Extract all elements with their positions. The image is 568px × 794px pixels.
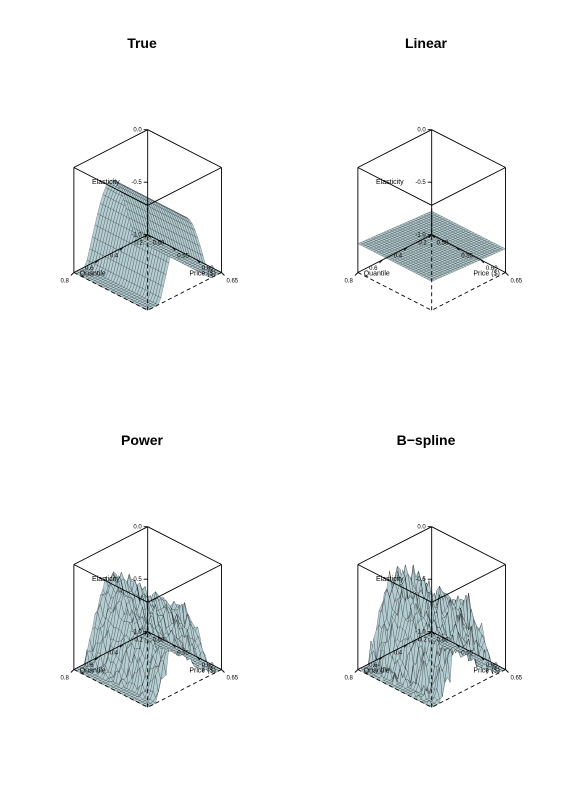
plot-power: 0.0-0.5-1.0Elasticity0.20.40.60.8Quantil… [0,487,284,747]
panel-power: Power 0.0-0.5-1.0Elasticity0.20.40.60.8Q… [0,397,284,794]
svg-text:0.0: 0.0 [417,525,426,531]
svg-text:Quantile: Quantile [80,271,106,278]
svg-text:0.2: 0.2 [418,638,427,644]
svg-text:0.65: 0.65 [510,676,522,682]
svg-text:Elasticity: Elasticity [92,179,120,186]
svg-text:0.65: 0.65 [226,676,238,682]
svg-text:Elasticity: Elasticity [376,179,404,186]
svg-text:0.8: 0.8 [61,279,70,285]
svg-text:0.0: 0.0 [417,128,426,134]
svg-text:-1.0: -1.0 [415,233,426,239]
panel-title: B−spline [284,432,568,448]
plot-bspline: 0.0-0.5-1.0Elasticity0.20.40.60.8Quantil… [284,487,568,747]
svg-text:Price ($): Price ($) [189,668,215,675]
svg-text:Quantile: Quantile [364,271,390,278]
panel-linear: Linear 0.0-0.5-1.0Elasticity0.20.40.60.8… [284,0,568,397]
svg-text:0.55: 0.55 [177,650,189,656]
svg-text:0.0: 0.0 [133,128,142,134]
svg-text:Elasticity: Elasticity [92,576,120,583]
panel-true: True 0.0-0.5-1.0Elasticity0.20.40.60.8Qu… [0,0,284,397]
svg-text:Quantile: Quantile [80,668,106,675]
svg-text:0.50: 0.50 [153,241,165,247]
svg-text:0.8: 0.8 [345,676,354,682]
svg-text:0.4: 0.4 [394,253,403,259]
svg-text:-1.0: -1.0 [131,630,142,636]
svg-text:Price ($): Price ($) [473,271,499,278]
svg-text:-0.5: -0.5 [131,180,142,186]
svg-text:0.65: 0.65 [510,279,522,285]
chart-grid: True 0.0-0.5-1.0Elasticity0.20.40.60.8Qu… [0,0,568,794]
svg-text:0.8: 0.8 [345,279,354,285]
svg-text:0.4: 0.4 [110,253,119,259]
svg-text:Quantile: Quantile [364,668,390,675]
svg-text:Elasticity: Elasticity [376,576,404,583]
svg-text:0.50: 0.50 [153,638,165,644]
panel-title: Linear [284,35,568,51]
plot-linear: 0.0-0.5-1.0Elasticity0.20.40.60.8Quantil… [284,90,568,350]
svg-text:0.55: 0.55 [461,650,473,656]
svg-text:-1.0: -1.0 [131,233,142,239]
svg-text:Price ($): Price ($) [473,668,499,675]
svg-text:0.55: 0.55 [461,253,473,259]
svg-text:0.2: 0.2 [134,241,143,247]
panel-title: True [0,35,284,51]
svg-text:0.50: 0.50 [437,241,449,247]
svg-text:0.2: 0.2 [418,241,427,247]
svg-text:-0.5: -0.5 [415,180,426,186]
panel-bspline: B−spline 0.0-0.5-1.0Elasticity0.20.40.60… [284,397,568,794]
panel-title: Power [0,432,284,448]
svg-text:0.50: 0.50 [437,638,449,644]
plot-true: 0.0-0.5-1.0Elasticity0.20.40.60.8Quantil… [0,90,284,350]
svg-text:0.0: 0.0 [133,525,142,531]
svg-text:0.8: 0.8 [61,676,70,682]
svg-text:0.65: 0.65 [226,279,238,285]
svg-text:-0.5: -0.5 [415,577,426,583]
svg-text:0.4: 0.4 [110,650,119,656]
svg-text:0.2: 0.2 [134,638,143,644]
svg-text:-0.5: -0.5 [131,577,142,583]
svg-text:-1.0: -1.0 [415,630,426,636]
svg-text:0.4: 0.4 [394,650,403,656]
svg-text:Price ($): Price ($) [189,271,215,278]
svg-text:0.55: 0.55 [177,253,189,259]
